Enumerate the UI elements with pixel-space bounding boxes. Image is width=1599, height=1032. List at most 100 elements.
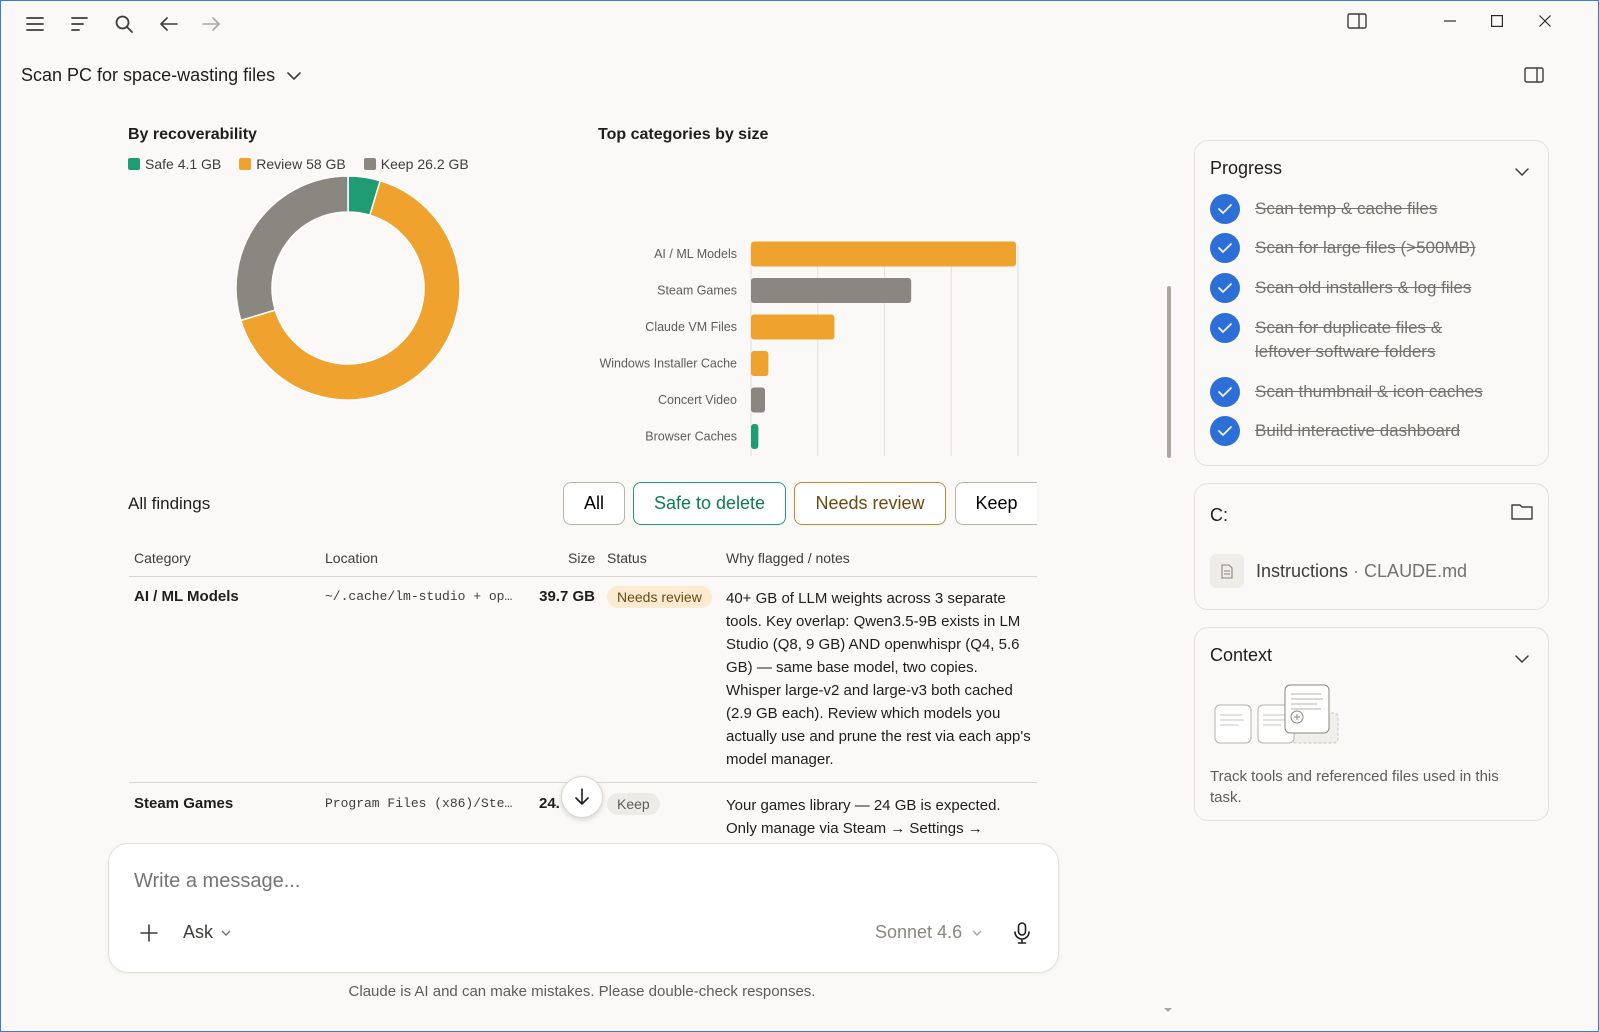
bar-concert-video[interactable]	[751, 387, 766, 413]
split-panel-icon[interactable]	[1342, 9, 1372, 33]
progress-step: Scan for large files (>500MB)	[1210, 233, 1535, 263]
context-title: Context	[1210, 645, 1273, 665]
legend-label-safe: Safe 4.1 GB	[145, 156, 222, 172]
file-separator: ·	[1348, 560, 1365, 581]
row-notes: 40+ GB of LLM weights across 3 separate …	[726, 590, 1031, 768]
donut-chart	[235, 176, 461, 401]
sidebar-list-icon[interactable]	[67, 11, 93, 37]
progress-card: Progress Scan temp & cache files Scan fo…	[1194, 140, 1549, 466]
donut-legend: Safe 4.1 GB Review 58 GB Keep 26.2 GB	[128, 156, 469, 172]
file-path: CLAUDE.md	[1364, 560, 1468, 581]
legend-swatch-safe	[128, 158, 140, 170]
back-arrow-icon[interactable]	[156, 11, 182, 37]
column-header-notes[interactable]: Why flagged / notes	[726, 550, 850, 566]
filter-keep-button[interactable]: Keep	[955, 482, 1037, 525]
column-header-size[interactable]: Size	[568, 550, 596, 566]
header-divider	[129, 576, 1037, 577]
legend-label-review: Review 58 GB	[256, 156, 346, 172]
donut-slice-keep[interactable]	[235, 176, 349, 322]
checkmark-icon	[1210, 416, 1240, 446]
donut-slice-review[interactable]	[239, 179, 461, 401]
filter-all-button[interactable]: All	[563, 482, 625, 525]
checkmark-icon	[1210, 313, 1240, 343]
row-category: Steam Games	[134, 795, 234, 812]
progress-step-label: Scan for duplicate files & leftover soft…	[1255, 318, 1443, 361]
chevron-down-icon[interactable]	[287, 71, 301, 80]
legend-item-safe: Safe 4.1 GB	[128, 156, 221, 172]
page-title: Scan PC for space-wasting files	[21, 65, 276, 85]
row-notes: Your games library — 24 GB is expected. …	[726, 797, 1001, 837]
add-attachment-button[interactable]	[138, 922, 160, 944]
bar-steam-games[interactable]	[751, 278, 912, 303]
scroll-to-bottom-button[interactable]	[561, 776, 603, 818]
plus-icon	[140, 924, 158, 942]
bar-chart-title: Top categories by size	[598, 126, 769, 143]
bar-browser-caches[interactable]	[751, 424, 759, 449]
findings-title: All findings	[128, 494, 211, 513]
document-icon	[1210, 554, 1244, 588]
column-header-category[interactable]: Category	[134, 550, 191, 566]
drive-title: C:	[1210, 505, 1228, 525]
chevron-down-icon[interactable]	[1515, 163, 1529, 181]
mode-label: Ask	[183, 922, 214, 942]
row-category: AI / ML Models	[134, 588, 239, 605]
checkmark-icon	[1210, 377, 1240, 407]
legend-swatch-keep	[363, 158, 376, 170]
model-label: Sonnet 4.6	[875, 922, 963, 942]
close-icon[interactable]	[1530, 9, 1560, 33]
legend-item-keep: Keep 26.2 GB	[363, 156, 469, 172]
progress-step-label: Build interactive dashboard	[1255, 421, 1461, 440]
progress-step: Scan old installers & log files	[1210, 273, 1535, 303]
status-badge: Keep	[607, 793, 660, 815]
checkmark-icon	[1210, 273, 1240, 303]
maximize-icon[interactable]	[1482, 9, 1512, 33]
y-category-label: Windows Installer Cache	[599, 357, 737, 371]
y-category-label: Concert Video	[658, 393, 737, 407]
filter-review-button[interactable]: Needs review	[794, 482, 946, 525]
row-size: 24.	[539, 795, 560, 812]
forward-arrow-icon[interactable]	[198, 11, 224, 37]
progress-step: Scan for duplicate files & leftover soft…	[1210, 313, 1470, 364]
message-input[interactable]	[134, 870, 1014, 893]
y-category-label: Steam Games	[657, 284, 737, 298]
bar-windows-installer-cache[interactable]	[751, 351, 769, 376]
context-illustration-icon	[1214, 684, 1339, 744]
context-card: Context Track tools and referenced files…	[1194, 627, 1549, 821]
file-name: Instructions	[1256, 560, 1349, 581]
bar-claude-vm-files[interactable]	[751, 314, 835, 340]
microphone-button[interactable]	[1011, 920, 1033, 946]
legend-item-review: Review 58 GB	[239, 156, 346, 172]
drive-card: C: Instructions · CLAUDE.md	[1194, 483, 1549, 610]
row-size: 39.7 GB	[539, 588, 595, 605]
status-badge: Needs review	[607, 586, 712, 608]
progress-step: Scan thumbnail & icon caches	[1210, 377, 1535, 407]
legend-swatch-review	[239, 158, 252, 170]
instructions-file-link[interactable]: Instructions · CLAUDE.md	[1210, 554, 1467, 588]
model-selector[interactable]: Sonnet 4.6	[875, 922, 982, 943]
context-description: Track tools and referenced files used in…	[1210, 768, 1499, 806]
mode-selector[interactable]: Ask	[183, 922, 231, 943]
row-location: ~/.cache/lm-studio + ope…	[325, 589, 515, 604]
panel-toggle-icon[interactable]	[1519, 63, 1549, 87]
chevron-down-icon[interactable]	[1515, 650, 1529, 668]
menu-icon[interactable]	[22, 11, 48, 37]
filter-safe-button[interactable]: Safe to delete	[633, 482, 786, 525]
progress-title: Progress	[1210, 158, 1283, 178]
donut-title: By recoverability	[128, 126, 257, 143]
scroll-down-caret-icon[interactable]	[1163, 1001, 1173, 1012]
conversation-title[interactable]: Scan PC for space-wasting files	[21, 65, 301, 86]
minimize-icon[interactable]	[1435, 9, 1465, 33]
folder-icon[interactable]	[1511, 502, 1533, 525]
row-location: Program Files (x86)/Steam	[325, 796, 515, 811]
bar-ai-ml-models[interactable]	[751, 241, 1016, 267]
disclaimer-text: Claude is AI and can make mistakes. Plea…	[348, 983, 816, 1000]
checkmark-icon	[1210, 233, 1240, 263]
search-icon[interactable]	[111, 11, 137, 37]
chevron-down-icon	[972, 930, 982, 936]
column-header-location[interactable]: Location	[325, 550, 378, 566]
column-header-status[interactable]: Status	[607, 550, 647, 566]
microphone-icon	[1014, 922, 1030, 944]
arrow-down-icon	[575, 788, 589, 805]
content-scrollbar[interactable]	[1167, 286, 1171, 458]
